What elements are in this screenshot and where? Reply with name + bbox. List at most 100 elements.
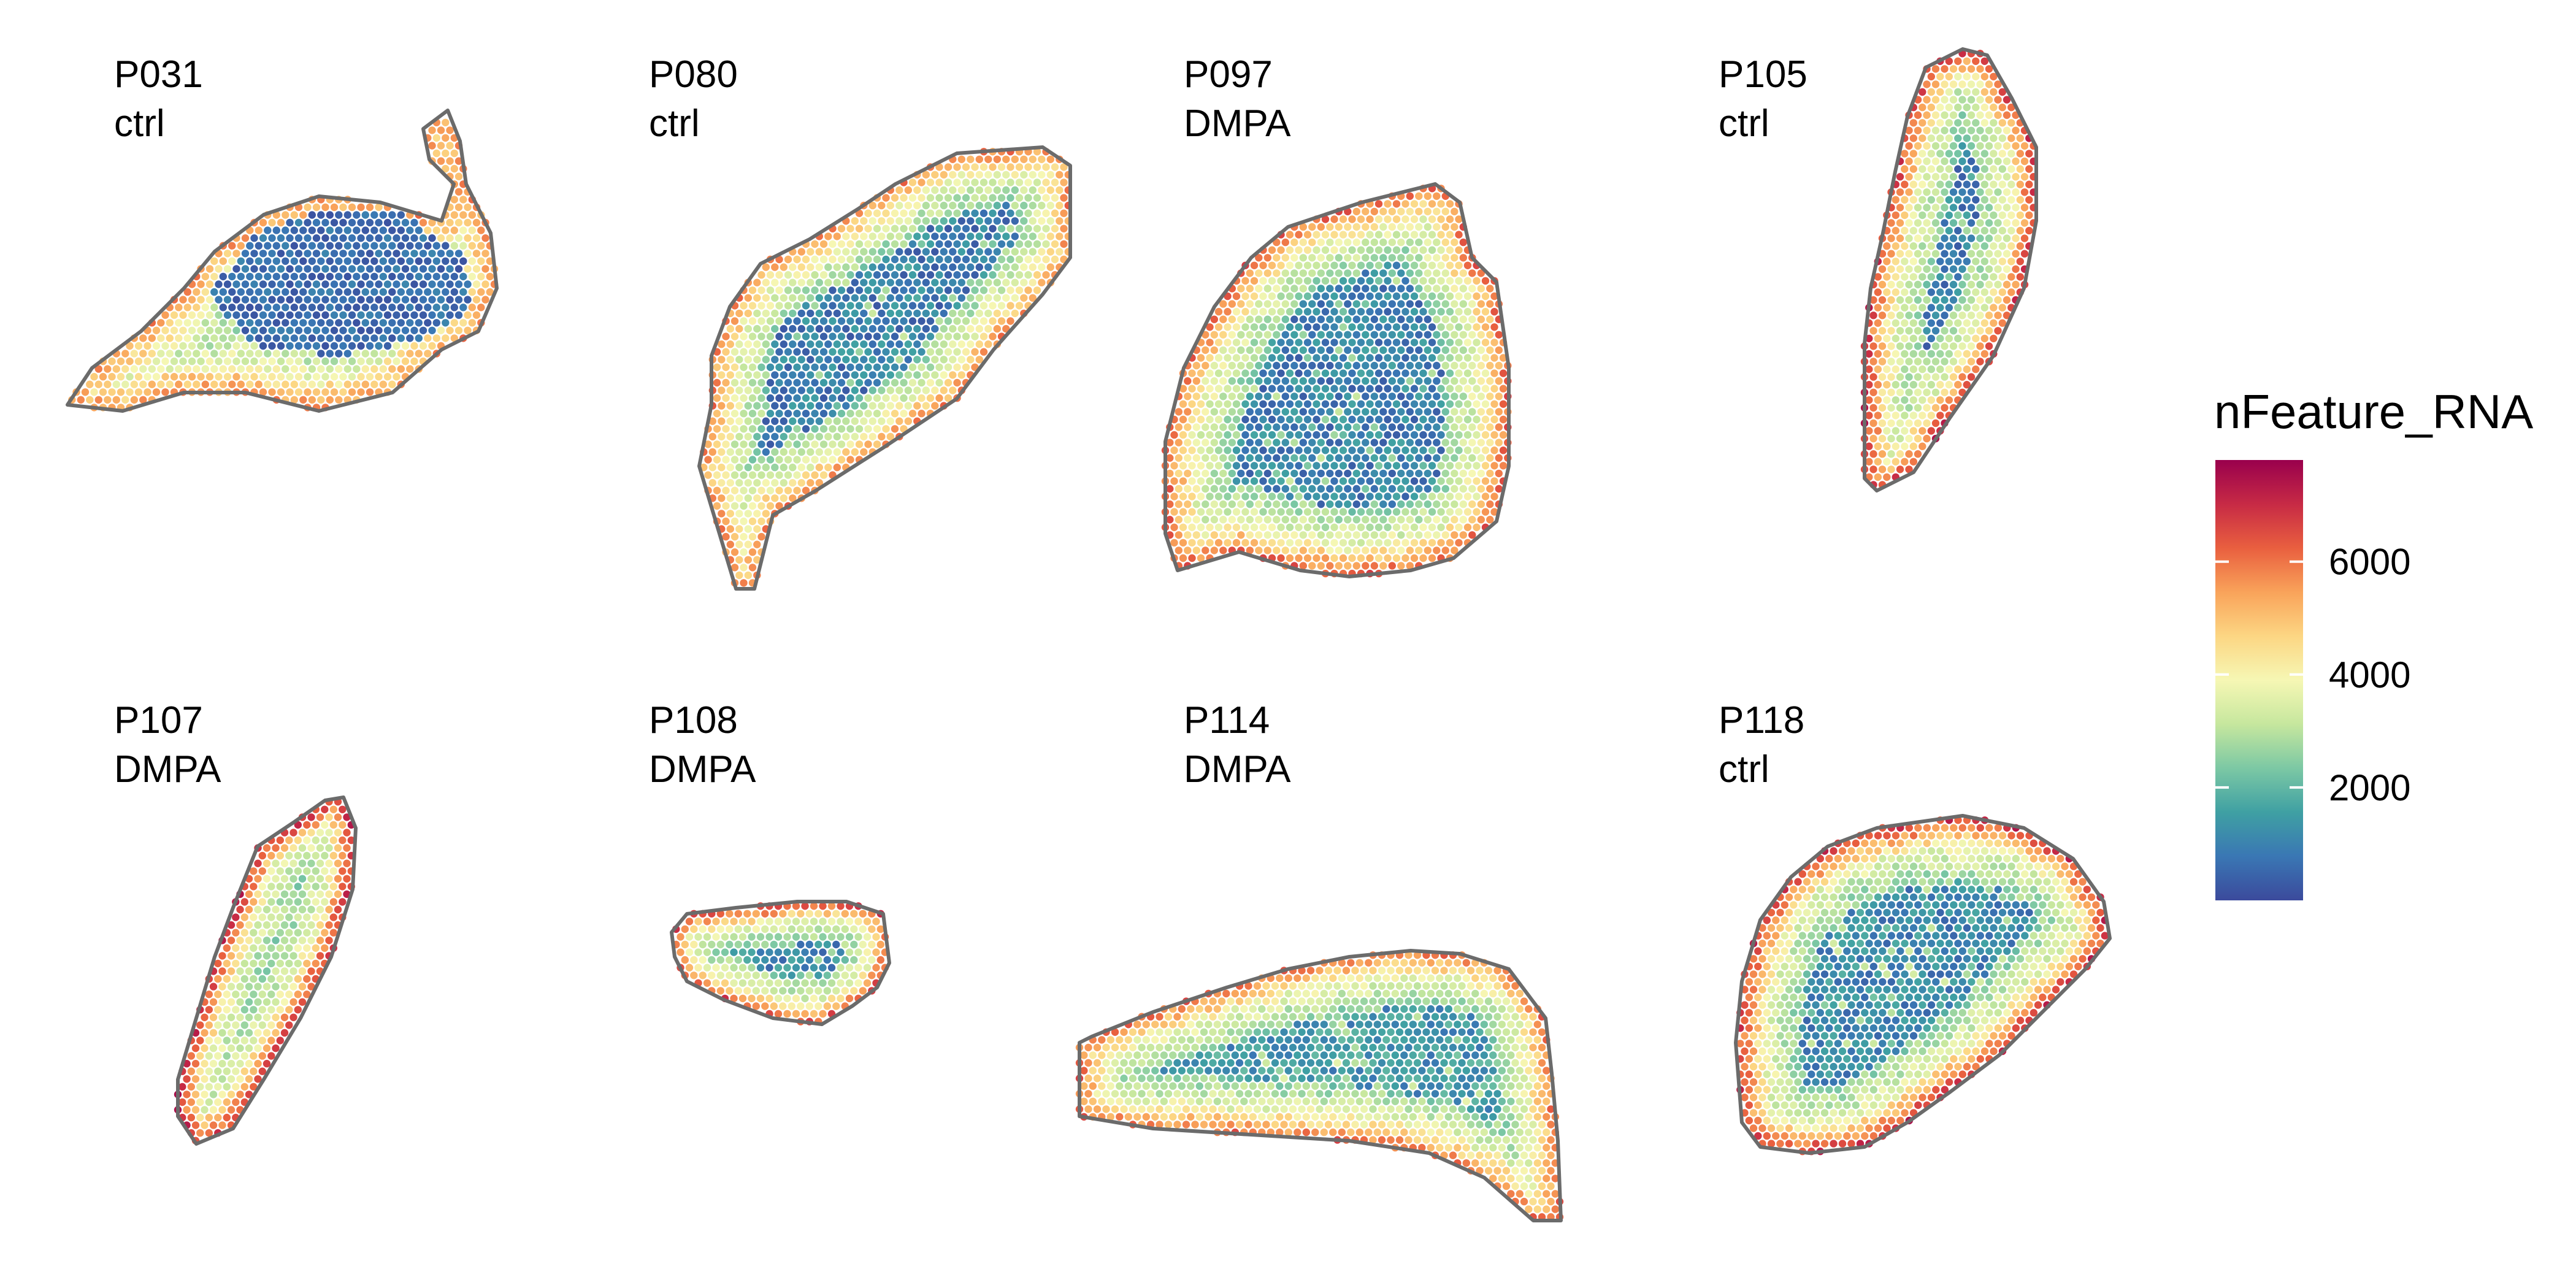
spot bbox=[1281, 408, 1289, 416]
spot bbox=[312, 821, 320, 829]
spot bbox=[718, 371, 726, 379]
spot bbox=[1941, 188, 1949, 196]
spot bbox=[1286, 415, 1294, 424]
spot bbox=[1451, 254, 1459, 262]
spot bbox=[744, 432, 753, 441]
spot bbox=[873, 255, 881, 264]
spot bbox=[1424, 315, 1432, 323]
spot bbox=[312, 388, 321, 396]
spot bbox=[2025, 211, 2033, 220]
spot bbox=[1874, 273, 1882, 281]
spot bbox=[1308, 331, 1316, 339]
spot bbox=[1459, 531, 1467, 539]
spot bbox=[1887, 342, 1895, 350]
spot bbox=[1362, 254, 1370, 262]
spot bbox=[1397, 223, 1405, 231]
spot bbox=[1330, 369, 1338, 377]
spot bbox=[1397, 346, 1405, 355]
spot bbox=[775, 456, 783, 464]
spot bbox=[722, 378, 730, 387]
spot bbox=[272, 905, 280, 914]
spot bbox=[139, 350, 147, 358]
spot bbox=[454, 265, 463, 273]
spot bbox=[1901, 304, 1909, 312]
spot bbox=[1486, 454, 1494, 462]
spot bbox=[1963, 88, 1971, 96]
spot bbox=[1455, 415, 1463, 424]
spot bbox=[1259, 415, 1267, 424]
spot bbox=[1303, 523, 1312, 531]
spot bbox=[1255, 439, 1263, 447]
spot bbox=[227, 1044, 236, 1052]
spot bbox=[1002, 155, 1010, 163]
spot bbox=[258, 898, 266, 906]
spot bbox=[1446, 539, 1454, 547]
spot bbox=[873, 302, 881, 310]
spot bbox=[432, 288, 440, 296]
spot bbox=[740, 471, 748, 479]
spot bbox=[774, 918, 783, 926]
spot bbox=[975, 340, 984, 348]
spot bbox=[771, 479, 779, 487]
spot bbox=[299, 319, 307, 327]
spot bbox=[1931, 327, 1940, 335]
spot bbox=[967, 309, 975, 318]
tissue-p097 bbox=[1161, 182, 1512, 578]
spot bbox=[410, 342, 418, 350]
panel-group-label: ctrl bbox=[1719, 102, 1769, 145]
spot bbox=[1901, 273, 1909, 281]
spot bbox=[339, 203, 347, 212]
spot bbox=[1188, 493, 1196, 500]
spot bbox=[748, 502, 757, 510]
spot bbox=[1339, 385, 1347, 393]
spot bbox=[258, 913, 266, 921]
spot bbox=[312, 203, 321, 212]
spot bbox=[1896, 358, 1904, 366]
spot bbox=[454, 234, 463, 242]
spot bbox=[290, 365, 298, 373]
spot bbox=[214, 1052, 222, 1060]
spot bbox=[401, 280, 410, 288]
spot bbox=[227, 1013, 236, 1022]
spot bbox=[464, 234, 472, 242]
spot bbox=[1433, 423, 1441, 431]
spot bbox=[228, 380, 236, 388]
spot bbox=[1232, 508, 1241, 516]
spot bbox=[780, 356, 788, 364]
spot bbox=[209, 983, 218, 991]
spot bbox=[740, 348, 748, 356]
spot bbox=[1976, 142, 1984, 150]
spot bbox=[829, 317, 837, 325]
spot bbox=[255, 257, 263, 265]
spot bbox=[1263, 469, 1271, 478]
spot bbox=[1255, 423, 1263, 431]
panel-sample-label: P097 bbox=[1184, 53, 1273, 96]
spot bbox=[851, 324, 859, 333]
spot bbox=[718, 356, 726, 364]
spot bbox=[1437, 308, 1445, 316]
spot bbox=[312, 898, 320, 906]
spot bbox=[1255, 346, 1263, 355]
spot bbox=[926, 178, 935, 186]
spot bbox=[845, 918, 854, 926]
spot bbox=[864, 410, 872, 418]
spot bbox=[329, 867, 337, 875]
spot bbox=[1339, 308, 1347, 316]
spot bbox=[815, 248, 824, 256]
spot bbox=[1259, 523, 1267, 531]
spot bbox=[681, 925, 689, 933]
spot bbox=[1909, 350, 1917, 358]
spot bbox=[1335, 516, 1343, 524]
spot bbox=[886, 263, 895, 271]
spot bbox=[205, 1006, 213, 1014]
spot bbox=[254, 1013, 262, 1022]
spot bbox=[1166, 500, 1174, 508]
spot bbox=[152, 342, 161, 350]
spot bbox=[375, 234, 383, 242]
spot bbox=[2025, 165, 2033, 173]
spot bbox=[846, 224, 854, 232]
spot bbox=[1459, 393, 1467, 401]
spot bbox=[1406, 408, 1414, 416]
spot bbox=[1963, 304, 1971, 312]
spot bbox=[744, 571, 753, 580]
